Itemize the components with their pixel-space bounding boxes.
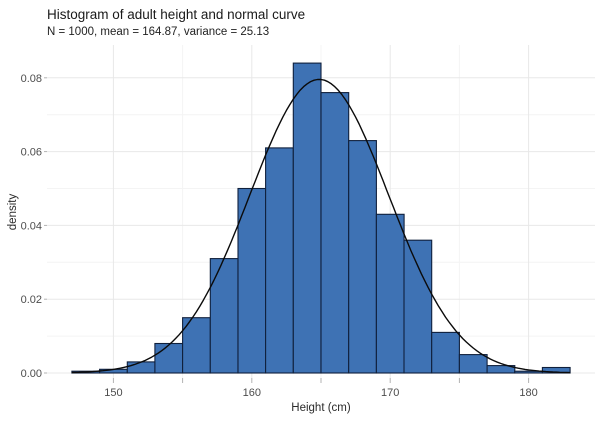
histogram-bar [126, 361, 156, 374]
x-tick-label: 170 [381, 387, 399, 399]
histogram-bar [265, 147, 294, 374]
x-tick-label: 160 [243, 387, 261, 399]
histogram-bar [375, 213, 405, 374]
y-tick-label: 0.04 [21, 220, 42, 232]
histogram-bar [209, 258, 239, 374]
y-tick-label: 0.08 [21, 73, 42, 85]
y-tick-label: 0.00 [21, 368, 42, 380]
x-tick-label: 180 [519, 387, 537, 399]
normal-curve [71, 78, 571, 374]
x-tick-label: 150 [104, 387, 122, 399]
histogram-bar [348, 140, 377, 374]
histogram-bar [541, 366, 571, 374]
histogram-bar [292, 62, 322, 374]
y-tick-label: 0.06 [21, 147, 42, 159]
chart-subtitle: N = 1000, mean = 164.87, variance = 25.1… [47, 26, 270, 38]
histogram-bar [403, 239, 433, 374]
histogram-bar [237, 187, 267, 374]
x-axis-title: Height (cm) [291, 402, 351, 414]
chart-title: Histogram of adult height and normal cur… [47, 7, 306, 22]
histogram-bar [458, 354, 488, 374]
histogram-bar [154, 342, 184, 374]
y-tick-label: 0.02 [21, 294, 42, 306]
histogram-bar [431, 331, 460, 374]
y-axis-title: density [7, 193, 19, 231]
histogram-bar [486, 365, 516, 374]
histogram-bar [320, 92, 350, 374]
